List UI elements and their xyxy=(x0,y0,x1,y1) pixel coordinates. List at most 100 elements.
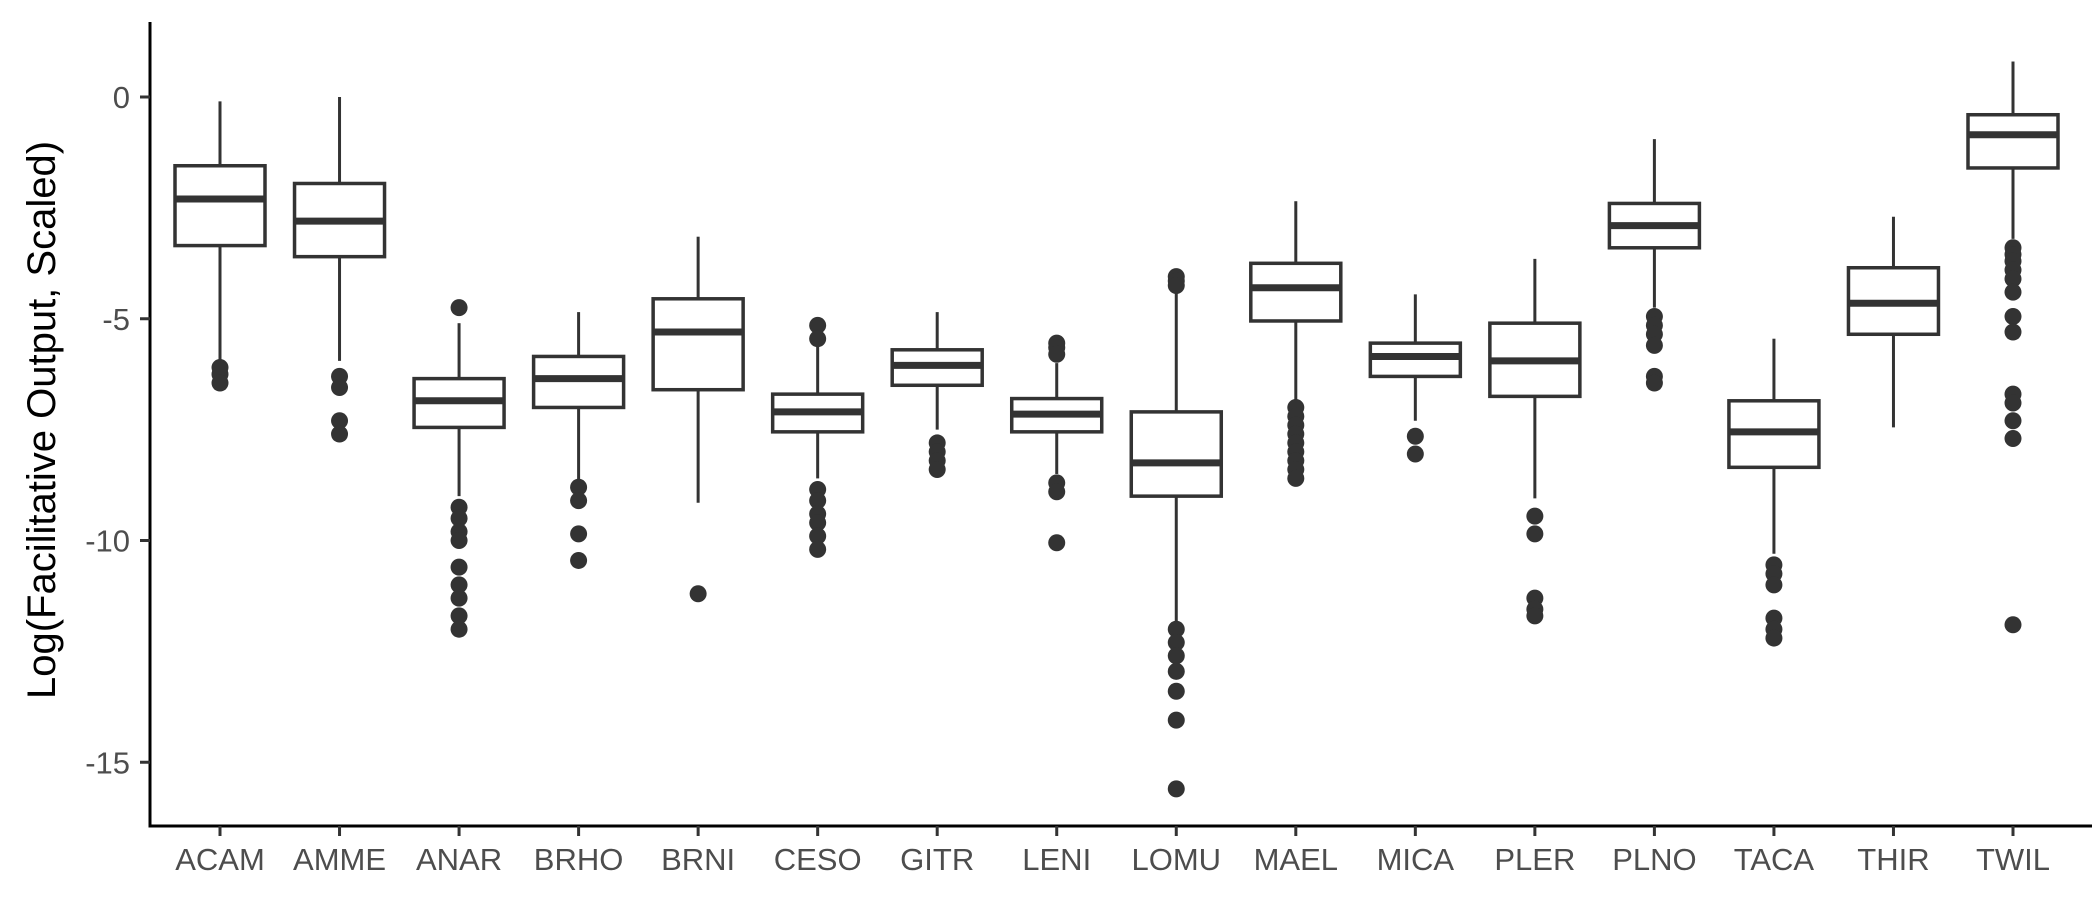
outlier-point xyxy=(450,299,468,317)
outlier-point xyxy=(331,378,349,396)
outlier-point xyxy=(2004,429,2022,447)
outlier-point xyxy=(809,514,827,532)
box-group-amme xyxy=(292,97,387,443)
y-axis-title: Log(Facilitative Output, Scaled) xyxy=(20,141,64,699)
outlier-point xyxy=(809,527,827,545)
x-tick-label: TWIL xyxy=(1976,842,2050,877)
outlier-point xyxy=(1526,607,1544,625)
box-group-mica xyxy=(1368,294,1463,463)
box-group-acam xyxy=(173,101,267,392)
outlier-point xyxy=(809,316,827,334)
box-group-gitr xyxy=(890,312,984,479)
x-tick-label: ANAR xyxy=(416,842,502,877)
outlier-point xyxy=(450,509,468,527)
outlier-point xyxy=(450,620,468,638)
outlier-point xyxy=(570,525,588,543)
box-group-leni xyxy=(1009,334,1104,552)
outlier-point xyxy=(1765,576,1783,594)
box-group-brni xyxy=(651,236,745,603)
box-group-pler xyxy=(1488,258,1582,625)
outlier-point xyxy=(1526,507,1544,525)
outlier-point xyxy=(1167,682,1185,700)
outlier-point xyxy=(1645,336,1663,354)
x-tick-label: TACA xyxy=(1734,842,1815,877)
outlier-point xyxy=(2004,270,2022,288)
box-group-brho xyxy=(531,312,626,569)
box-iqr xyxy=(651,297,745,392)
outlier-point xyxy=(1167,620,1185,638)
y-ticks: 0 -5 -10 -15 xyxy=(85,80,150,780)
outlier-point xyxy=(809,330,827,348)
outlier-point xyxy=(2004,308,2022,326)
box-group-twil xyxy=(1966,61,2060,634)
box-iqr xyxy=(1249,261,1343,323)
x-tick-label: MICA xyxy=(1377,842,1455,877)
outlier-point xyxy=(2004,616,2022,634)
outlier-point xyxy=(1167,780,1185,798)
outlier-point xyxy=(450,532,468,549)
x-tick-label: ACAM xyxy=(175,842,265,877)
outlier-point xyxy=(450,589,468,607)
box-group-taca xyxy=(1727,338,1821,647)
x-tick-label: GITR xyxy=(900,842,974,877)
outlier-point xyxy=(1645,374,1663,392)
box-iqr xyxy=(173,163,267,248)
outlier-point xyxy=(1406,445,1424,463)
outlier-point xyxy=(1167,276,1185,294)
outlier-point xyxy=(1406,427,1424,445)
outlier-point xyxy=(570,492,588,510)
outlier-point xyxy=(1167,662,1185,680)
x-tick-label: LENI xyxy=(1022,842,1091,877)
outlier-point xyxy=(1526,525,1544,543)
axes xyxy=(148,22,2092,828)
outlier-point xyxy=(2004,412,2022,430)
outlier-point xyxy=(450,576,468,594)
outlier-point xyxy=(1167,647,1185,665)
outlier-point xyxy=(450,558,468,576)
y-tick-label: -10 xyxy=(85,524,130,559)
outlier-point xyxy=(928,461,946,479)
outlier-point xyxy=(570,551,588,569)
box-iqr xyxy=(1966,112,2060,170)
box-iqr xyxy=(1129,410,1224,498)
outlier-point xyxy=(1765,629,1783,647)
x-tick-label: PLER xyxy=(1494,842,1575,877)
plot-area xyxy=(173,61,2060,798)
x-tick-label: THIR xyxy=(1857,842,1929,877)
box-group-plno xyxy=(1607,139,1702,392)
x-tick-label: LOMU xyxy=(1131,842,1221,877)
x-tick-label: PLNO xyxy=(1612,842,1696,877)
x-ticks: ACAM AMME ANAR BRHO BRNI CESO GITR LENI LOMU MAEL… xyxy=(175,826,2050,877)
outlier-point xyxy=(1287,469,1305,487)
y-tick-label: -15 xyxy=(85,745,130,780)
outlier-point xyxy=(1048,345,1066,363)
x-tick-label: BRNI xyxy=(661,842,735,877)
outlier-point xyxy=(689,585,707,603)
outlier-point xyxy=(809,492,827,510)
outlier-point xyxy=(331,412,349,430)
outlier-point xyxy=(1167,711,1185,729)
outlier-point xyxy=(450,607,468,625)
outlier-point xyxy=(1048,483,1066,501)
outlier-point xyxy=(331,425,349,443)
box-group-ceso xyxy=(770,316,865,558)
outlier-point xyxy=(2004,394,2022,412)
outlier-point xyxy=(1167,634,1185,652)
outlier-point xyxy=(2004,283,2022,301)
outlier-point xyxy=(211,374,229,392)
y-tick-label: -5 xyxy=(102,302,130,337)
x-tick-label: BRHO xyxy=(534,842,624,877)
outlier-point xyxy=(1048,534,1066,552)
outlier-point xyxy=(809,540,827,558)
box-group-anar xyxy=(412,299,506,638)
x-tick-label: MAEL xyxy=(1254,842,1338,877)
outlier-point xyxy=(570,478,588,496)
box-group-lomu xyxy=(1129,268,1224,798)
box-group-mael xyxy=(1249,201,1343,487)
y-tick-label: 0 xyxy=(113,80,130,115)
outlier-point xyxy=(2004,323,2022,341)
x-tick-label: CESO xyxy=(774,842,862,877)
box-group-thir xyxy=(1846,216,1941,428)
x-tick-label: AMME xyxy=(293,842,386,877)
